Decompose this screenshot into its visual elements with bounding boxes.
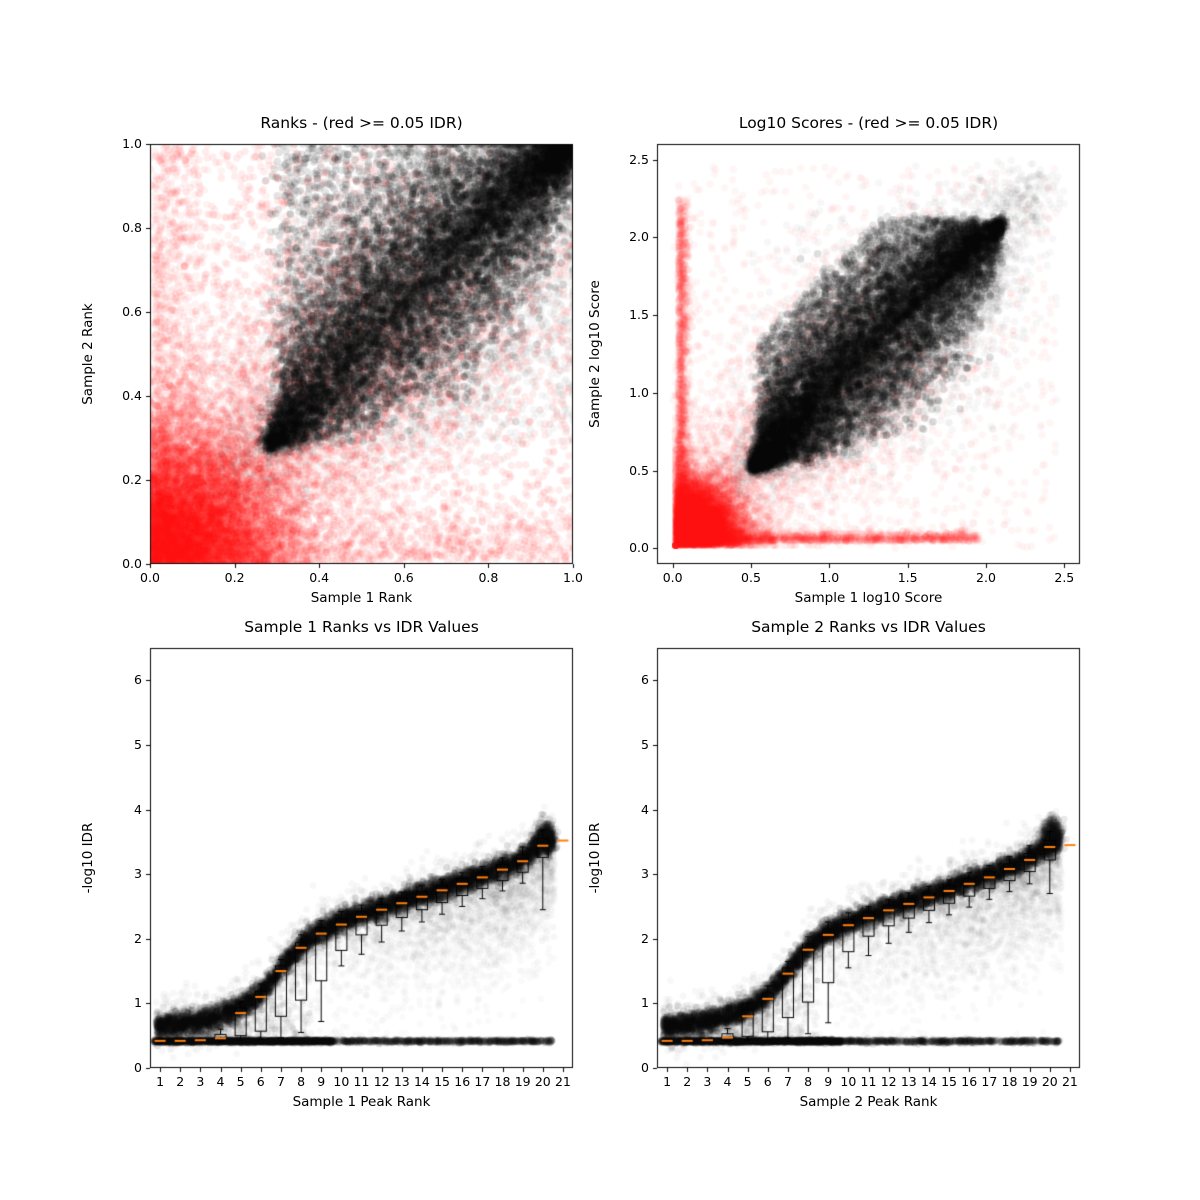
x-tick-label: 14 <box>920 1074 937 1089</box>
y-tick-label: 2.5 <box>629 151 649 167</box>
sample1-rank-idr-canvas <box>70 632 593 1114</box>
plot-title: Sample 2 Ranks vs IDR Values <box>751 618 986 636</box>
x-tick-label: 8 <box>297 1074 306 1089</box>
x-tick-label: 20 <box>1041 1074 1058 1089</box>
x-tick-label: 2 <box>683 1074 692 1089</box>
y-axis-label: -log10 IDR <box>587 822 603 894</box>
x-tick-label: 10 <box>333 1074 350 1089</box>
y-tick-label: 1 <box>134 995 142 1011</box>
y-tick-label: 0.0 <box>629 540 649 556</box>
x-tick-label: 13 <box>393 1074 410 1089</box>
x-tick-label: 19 <box>514 1074 531 1089</box>
x-tick-label: 2.0 <box>976 570 996 585</box>
x-tick-label: 15 <box>941 1074 958 1089</box>
x-tick-label: 20 <box>534 1074 551 1089</box>
y-tick-label: 0 <box>641 1060 649 1075</box>
x-tick-label: 14 <box>413 1074 430 1089</box>
x-tick-label: 3 <box>703 1074 712 1089</box>
x-axis-label: Sample 1 log10 Score <box>794 590 943 606</box>
plot-title: Ranks - (red >= 0.05 IDR) <box>260 114 463 132</box>
y-tick-label: 4 <box>134 801 142 817</box>
x-tick-label: 15 <box>434 1074 451 1089</box>
y-tick-label: 0.5 <box>629 462 649 478</box>
sample2-rank-idr-canvas <box>577 632 1100 1114</box>
x-tick-label: 1.5 <box>897 570 918 585</box>
y-tick-label: 6 <box>641 672 649 688</box>
y-tick-label: 4 <box>641 801 649 817</box>
y-tick-label: 0.8 <box>122 220 142 235</box>
y-tick-label: 1.5 <box>629 307 649 323</box>
x-tick-label: 3 <box>196 1074 205 1089</box>
y-tick-label: 3 <box>641 866 649 882</box>
x-tick-label: 11 <box>860 1074 877 1089</box>
x-tick-label: 4 <box>723 1074 732 1089</box>
x-tick-label: 7 <box>783 1074 792 1089</box>
x-tick-label: 11 <box>353 1074 370 1089</box>
x-tick-label: 2 <box>176 1074 185 1089</box>
x-tick-label: 4 <box>216 1074 225 1089</box>
plot-title: Log10 Scores - (red >= 0.05 IDR) <box>738 114 999 132</box>
x-tick-label: 18 <box>1001 1074 1018 1089</box>
x-axis-label: Sample 1 Peak Rank <box>292 1094 431 1110</box>
log10-scores-scatter-canvas <box>577 128 1100 610</box>
x-tick-label: 9 <box>317 1074 326 1089</box>
y-tick-label: 2 <box>134 930 142 946</box>
x-tick-label: 1 <box>156 1074 165 1089</box>
x-tick-label: 17 <box>474 1074 491 1089</box>
x-tick-label: 2.5 <box>1054 570 1075 585</box>
x-tick-label: 16 <box>961 1074 978 1089</box>
x-tick-label: 9 <box>824 1074 833 1089</box>
y-tick-label: 1 <box>641 995 649 1011</box>
x-tick-label: 16 <box>454 1074 471 1089</box>
ranks-scatter-canvas <box>70 128 593 610</box>
x-tick-label: 0.5 <box>741 570 761 585</box>
x-tick-label: 0.2 <box>224 570 245 585</box>
y-tick-label: 1.0 <box>122 136 142 151</box>
x-tick-label: 5 <box>743 1074 752 1089</box>
x-tick-label: 8 <box>804 1074 813 1089</box>
x-tick-label: 21 <box>1061 1074 1078 1089</box>
x-tick-label: 7 <box>276 1074 285 1089</box>
y-tick-label: 3 <box>134 866 142 882</box>
x-tick-label: 0.6 <box>393 570 414 585</box>
y-tick-label: 0.2 <box>122 472 142 487</box>
y-tick-label: 2 <box>641 930 649 946</box>
plot-title: Sample 1 Ranks vs IDR Values <box>244 618 479 636</box>
x-tick-label: 17 <box>981 1074 998 1089</box>
x-axis-label: Sample 2 Peak Rank <box>799 1094 938 1110</box>
y-tick-label: 5 <box>134 736 142 752</box>
x-tick-label: 0.0 <box>662 570 683 585</box>
y-tick-label: 0 <box>134 1060 142 1075</box>
x-tick-label: 0.8 <box>478 570 499 585</box>
y-tick-label: 0.6 <box>122 304 142 319</box>
x-axis-label: Sample 1 Rank <box>310 590 413 606</box>
y-tick-label: 0.4 <box>122 388 142 403</box>
x-tick-label: 19 <box>1021 1074 1038 1089</box>
x-tick-label: 0.0 <box>140 570 160 585</box>
x-tick-label: 1 <box>663 1074 672 1089</box>
y-axis-label: Sample 2 log10 Score <box>587 280 603 428</box>
x-tick-label: 13 <box>900 1074 917 1089</box>
y-tick-label: 1.0 <box>629 384 649 400</box>
x-tick-label: 10 <box>840 1074 857 1089</box>
x-tick-label: 18 <box>494 1074 511 1089</box>
y-axis-label: -log10 IDR <box>80 822 96 894</box>
x-tick-label: 12 <box>880 1074 897 1089</box>
x-tick-label: 21 <box>554 1074 571 1089</box>
x-tick-label: 12 <box>373 1074 390 1089</box>
y-tick-label: 2.0 <box>629 229 649 245</box>
x-tick-label: 5 <box>236 1074 245 1089</box>
x-tick-label: 0.4 <box>309 570 330 585</box>
x-tick-label: 6 <box>256 1074 265 1089</box>
y-tick-label: 6 <box>134 672 142 688</box>
y-tick-label: 5 <box>641 736 649 752</box>
x-tick-label: 6 <box>763 1074 772 1089</box>
x-tick-label: 1.0 <box>819 570 840 585</box>
y-tick-label: 0.0 <box>122 556 142 571</box>
